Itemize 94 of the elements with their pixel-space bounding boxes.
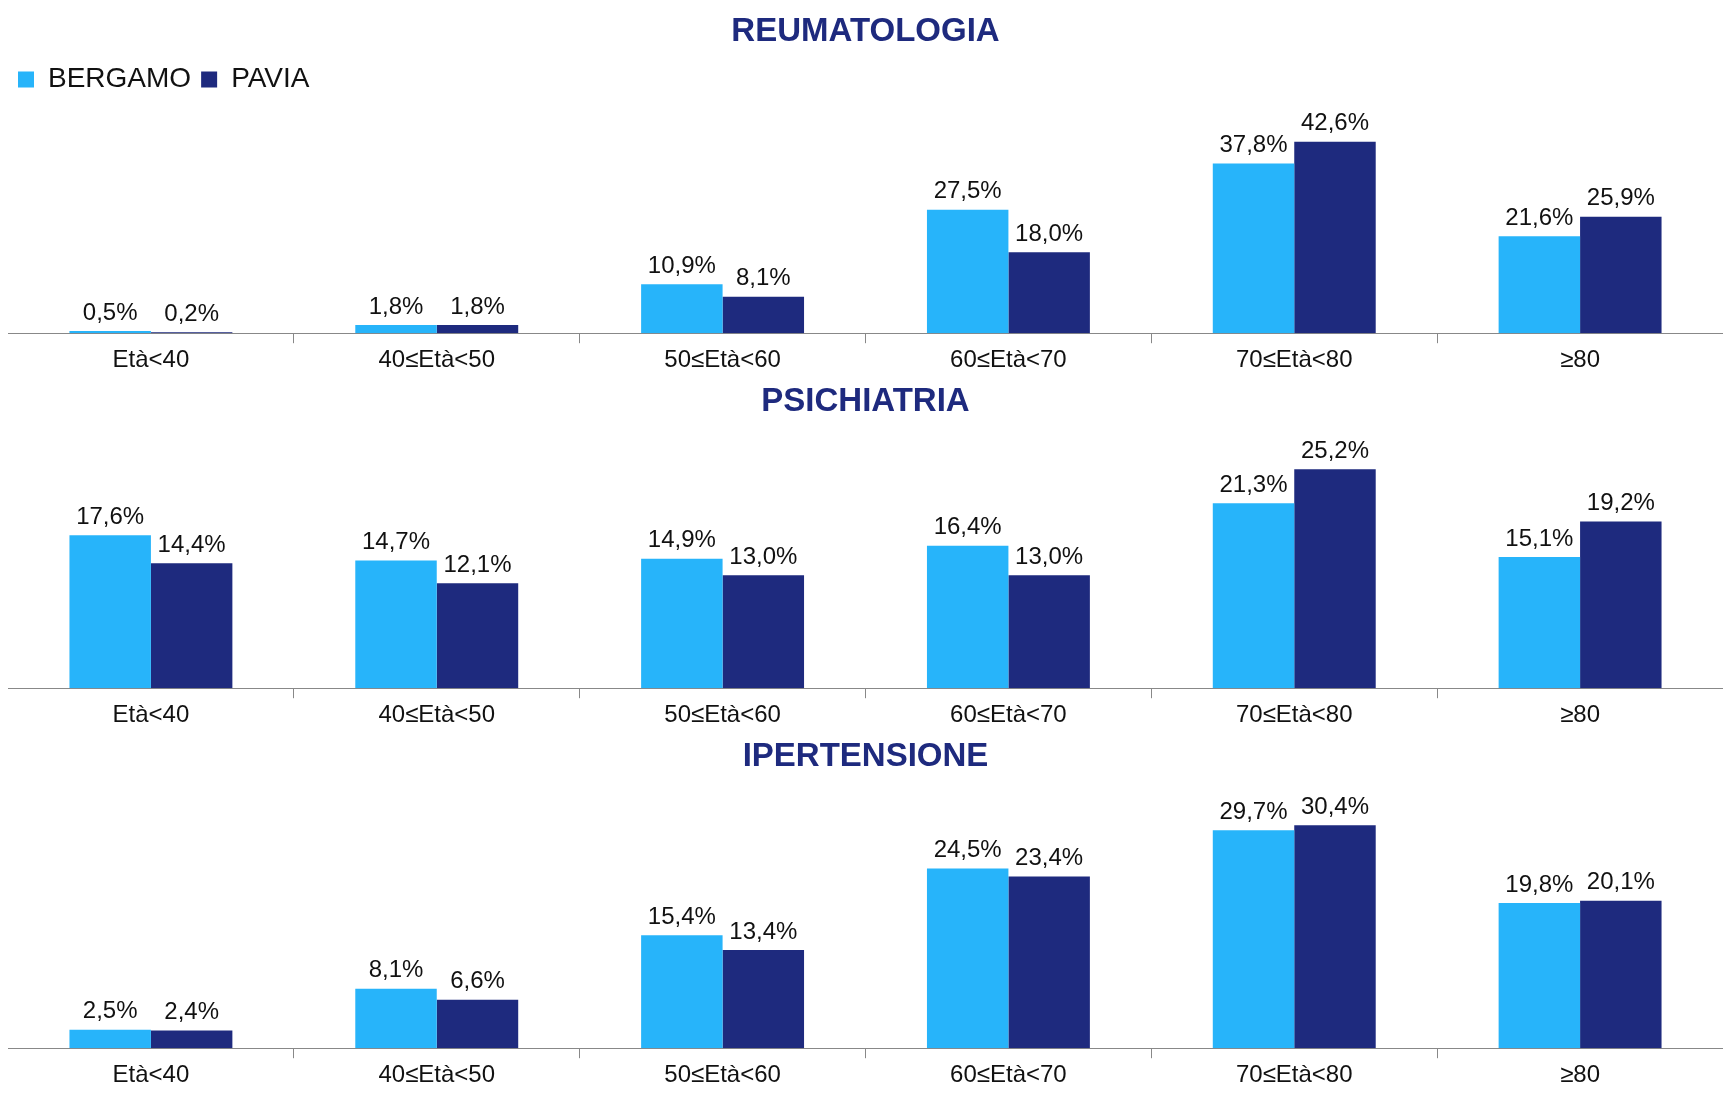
data-label: 1,8% (450, 291, 505, 319)
x-tick-label: ≥80 (1560, 345, 1601, 373)
data-label: 18,0% (1015, 218, 1084, 246)
x-tick-label: 50≤Età<60 (664, 700, 781, 728)
bar (1580, 521, 1662, 689)
bar (722, 296, 805, 334)
chart-title: PSICHIATRIA (761, 380, 970, 418)
data-label: 13,0% (729, 541, 798, 569)
data-label: 1,8% (368, 291, 424, 319)
bar (1294, 141, 1376, 334)
bar (926, 868, 1009, 1049)
data-label: 13,4% (729, 916, 798, 944)
data-label: 14,4% (157, 529, 226, 557)
x-tick-label: 60≤Età<70 (950, 1060, 1067, 1088)
data-label: 2,5% (82, 996, 138, 1024)
x-tick-label: 50≤Età<60 (664, 1060, 781, 1088)
bar (355, 988, 437, 1049)
data-label: 16,4% (933, 512, 1002, 540)
bar (1008, 876, 1090, 1049)
bar (1498, 557, 1581, 689)
bar (1294, 469, 1376, 689)
x-tick-label: Età<40 (112, 345, 190, 373)
x-tick-label: 70≤Età<80 (1235, 1060, 1353, 1088)
x-tick-label: ≥80 (1560, 1060, 1601, 1088)
legend-label: BERGAMO (48, 62, 192, 94)
x-tick-label: 70≤Età<80 (1235, 700, 1353, 728)
x-tick-label: 60≤Età<70 (950, 700, 1067, 728)
chart-title: REUMATOLOGIA (731, 10, 1000, 48)
bar (355, 560, 437, 689)
data-label: 0,2% (164, 298, 219, 326)
data-label: 24,5% (933, 835, 1002, 863)
bar (641, 284, 723, 334)
data-label: 37,8% (1219, 130, 1288, 158)
data-label: 8,1% (735, 263, 791, 291)
bar (355, 325, 437, 334)
data-label: 19,8% (1505, 869, 1574, 897)
data-label: 29,7% (1219, 796, 1288, 824)
data-label: 25,9% (1586, 183, 1655, 211)
data-label: 0,5% (82, 297, 138, 325)
data-label: 17,6% (76, 501, 145, 529)
bar (69, 330, 151, 334)
data-label: 14,9% (647, 525, 716, 553)
x-tick-label: 40≤Età<50 (378, 700, 496, 728)
data-label: 14,7% (361, 527, 431, 555)
bar (722, 949, 805, 1049)
data-label: 12,1% (443, 549, 512, 577)
bar (436, 583, 519, 689)
data-label: 30,4% (1300, 791, 1370, 819)
data-label: 10,9% (647, 250, 716, 278)
bar (150, 563, 233, 689)
bar (1212, 503, 1295, 689)
data-label: 20,1% (1586, 867, 1655, 895)
bar (926, 209, 1009, 334)
bar (641, 935, 723, 1049)
bar (150, 1030, 233, 1049)
bar (1008, 575, 1090, 689)
x-tick-label: 40≤Età<50 (378, 1060, 496, 1088)
legend-label: PAVIA (231, 62, 310, 94)
data-label: 8,1% (368, 955, 424, 983)
data-label: 13,0% (1015, 541, 1084, 569)
chart-title: IPERTENSIONE (742, 735, 989, 773)
x-tick-label: 70≤Età<80 (1235, 345, 1353, 373)
bar (1212, 163, 1295, 334)
data-label: 23,4% (1015, 843, 1084, 871)
bar (436, 325, 519, 334)
bar (1498, 236, 1581, 334)
data-label: 21,3% (1219, 469, 1288, 497)
bar (69, 1029, 151, 1049)
bar (1498, 902, 1581, 1049)
data-label: 42,6% (1300, 108, 1370, 136)
bar (436, 999, 519, 1049)
bar (722, 575, 805, 689)
bar (926, 545, 1009, 689)
data-label: 15,1% (1505, 523, 1574, 551)
bar (641, 558, 723, 689)
x-tick-label: 40≤Età<50 (378, 345, 496, 373)
bar (1580, 216, 1662, 334)
bar (1008, 252, 1090, 334)
bar (1580, 900, 1662, 1049)
data-label: 15,4% (647, 901, 716, 929)
x-tick-label: 50≤Età<60 (664, 345, 781, 373)
x-tick-label: Età<40 (112, 1060, 190, 1088)
bar (1294, 825, 1376, 1049)
data-label: 2,4% (164, 997, 219, 1025)
bar (1212, 830, 1295, 1049)
data-label: 21,6% (1505, 202, 1574, 230)
data-label: 25,2% (1300, 435, 1370, 463)
bar (69, 535, 151, 689)
data-label: 19,2% (1586, 488, 1655, 516)
data-label: 6,6% (450, 966, 505, 994)
x-tick-label: Età<40 (112, 700, 190, 728)
x-tick-label: ≥80 (1560, 700, 1601, 728)
data-label: 27,5% (933, 176, 1002, 204)
x-tick-label: 60≤Età<70 (950, 345, 1067, 373)
